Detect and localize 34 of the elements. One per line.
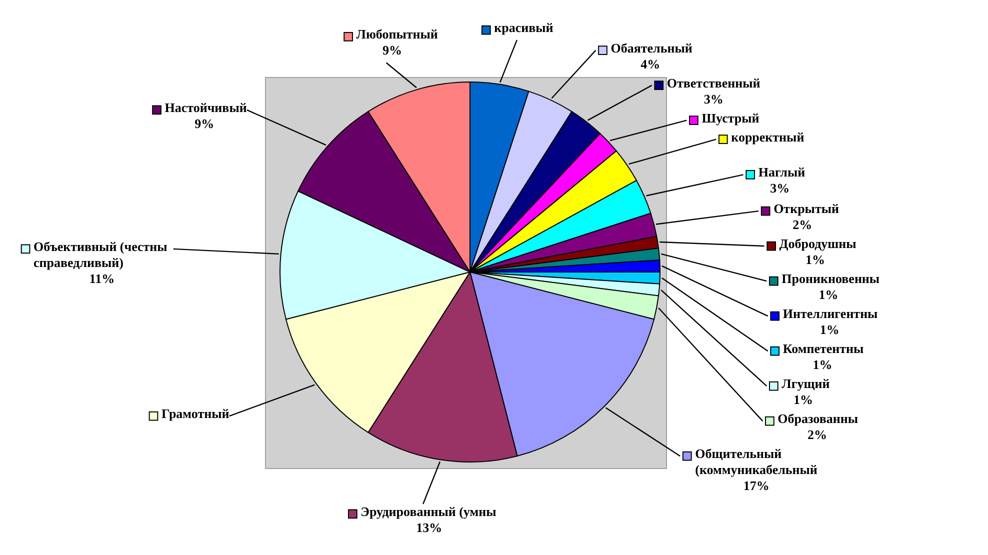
- legend-label: Настойчивый: [164, 100, 248, 115]
- data-label: 9%: [194, 116, 214, 131]
- legend-label: красивый: [494, 20, 554, 36]
- data-label: 17%: [743, 478, 770, 494]
- legend-label: Проникновенны: [782, 271, 880, 286]
- legend-label: Открытый: [774, 201, 840, 216]
- legend-label: Образованны: [778, 411, 858, 426]
- legend-label: Компетентны: [782, 341, 864, 356]
- legend-label: Грамотный: [161, 406, 230, 422]
- data-label: 3%: [704, 91, 724, 106]
- legend-label: Эрудированный (умны: [360, 504, 496, 519]
- legend-label: Наглый: [758, 164, 806, 180]
- legend-label: Объективный (честны справедливый): [34, 238, 168, 270]
- data-label: 1%: [806, 252, 826, 268]
- legend-label: Любопытный: [356, 26, 438, 42]
- legend-label: Добродушны: [779, 236, 856, 252]
- legend-label: Шустрый: [702, 110, 760, 126]
- legend-label: Общительный (коммуникабельный: [695, 446, 818, 478]
- data-label: 2%: [792, 217, 812, 232]
- data-label: 2%: [808, 427, 828, 442]
- legend-label: Лгущий: [782, 376, 830, 392]
- data-label: 1%: [794, 392, 814, 408]
- legend-label: Ответственный: [666, 75, 761, 90]
- legend-label: корректный: [731, 129, 805, 144]
- legend-label: Обаятельный: [610, 40, 693, 56]
- data-label: 13%: [416, 520, 442, 535]
- data-label: 9%: [382, 42, 402, 58]
- data-label: 3%: [770, 180, 790, 196]
- data-label: 1%: [820, 322, 840, 338]
- data-label: 4%: [640, 56, 660, 72]
- data-label: 1%: [812, 357, 832, 372]
- data-label: 1%: [818, 287, 838, 302]
- legend-label: Интеллигентны: [782, 306, 878, 322]
- data-label: 11%: [89, 270, 115, 286]
